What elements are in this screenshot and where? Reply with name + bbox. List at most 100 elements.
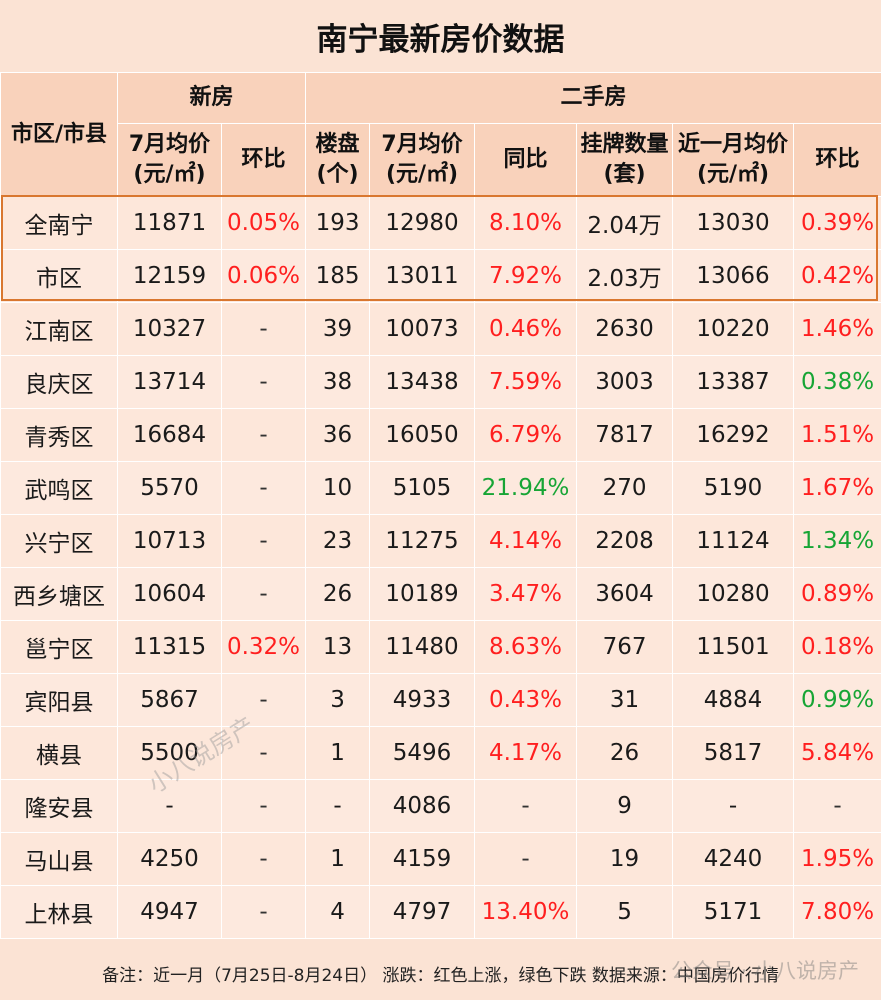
cell-sec-yoy: 21.94% [474,461,578,515]
cell-row-name: 武鸣区 [0,461,118,515]
cell-sec-price: 10073 [369,302,476,356]
table-row: 上林县 4947-4 4797 13.40% 5 5171 7.80% [0,885,881,939]
table-row: 青秀区 16684-36 16050 6.79% 7817 16292 1.51% [0,408,881,462]
cell-new-projects: 13 [305,620,371,674]
cell-sec-mom: 1.95% [793,832,881,886]
cell-sec-mom: 5.84% [793,726,881,780]
cell-new-projects: 193 [305,196,371,250]
cell-sec-price: 4159 [369,832,476,886]
cell-row-name: 宾阳县 [0,673,118,727]
table-row: 隆安县 - - -4086-9- - [0,779,881,833]
cell-sec-yoy: 4.14% [474,514,578,568]
cell-sec-price: 5496 [369,726,476,780]
table-row: 武鸣区 5570-10 5105 21.94% 270 5190 1.67% [0,461,881,515]
cell-sec-mom: 0.18% [793,620,881,674]
cell-new-mom: - [220,673,307,727]
cell-sec-recent: 4884 [672,673,795,727]
cell-new-projects: 1 [305,832,371,886]
cell-sec-price: 4933 [369,673,476,727]
cell-new-mom: - [220,567,307,621]
cell-row-name: 西乡塘区 [0,567,118,621]
cell-new-price: 11871 [117,196,222,250]
cell-sec-recent: - [672,779,795,833]
cell-sec-recent: 4240 [672,832,795,886]
cell-row-name: 全南宁 [0,196,118,250]
header-district: 市区/市县 [0,72,118,197]
cell-sec-listings: 2630 [576,302,674,356]
cell-new-projects: 26 [305,567,371,621]
cell-sec-listings: 3003 [576,355,674,409]
cell-new-mom: - [220,461,307,515]
table-row: 宾阳县 5867-3 4933 0.43% 31 4884 0.99% [0,673,881,727]
header-new-mom: 环比 [220,123,307,197]
header-sec-price: 7月均价(元/㎡) [369,123,476,197]
cell-sec-listings: 9 [576,779,674,833]
cell-sec-mom: 1.67% [793,461,881,515]
table-row: 江南区 10327-39 10073 0.46% 2630 10220 1.46% [0,302,881,356]
cell-sec-yoy: 13.40% [474,885,578,939]
header-new-price: 7月均价(元/㎡) [117,123,222,197]
cell-row-name: 邕宁区 [0,620,118,674]
cell-new-price: 16684 [117,408,222,462]
cell-sec-yoy: - [474,832,578,886]
cell-new-mom: - [220,779,307,833]
cell-sec-price: 13011 [369,249,476,303]
cell-sec-price: 4797 [369,885,476,939]
cell-new-mom: - [220,302,307,356]
cell-sec-recent: 13066 [672,249,795,303]
cell-sec-recent: 5817 [672,726,795,780]
cell-sec-yoy: 6.79% [474,408,578,462]
cell-new-mom: - [220,885,307,939]
footer-note: 备注：近一月（7月25日-8月24日） 涨跌：红色上涨，绿色下跌 数据来源：中国… [0,947,881,1000]
cell-sec-mom: 0.42% [793,249,881,303]
table-body: 全南宁 11871 0.05% 193 12980 8.10% 2.04万 13030 0.39… [0,196,881,939]
cell-new-projects: 38 [305,355,371,409]
cell-sec-listings: 7817 [576,408,674,462]
cell-sec-listings: 2.04万 [576,196,674,250]
cell-sec-yoy: 7.92% [474,249,578,303]
cell-new-projects: 39 [305,302,371,356]
cell-new-mom: - [220,408,307,462]
cell-row-name: 江南区 [0,302,118,356]
cell-sec-price: 13438 [369,355,476,409]
cell-new-price: 4250 [117,832,222,886]
cell-new-mom: - [220,514,307,568]
watermark-bottom: 公众号 · 小八说房产 [670,959,859,983]
cell-sec-price: 11480 [369,620,476,674]
cell-row-name: 良庆区 [0,355,118,409]
cell-sec-mom: 1.51% [793,408,881,462]
cell-new-projects: 10 [305,461,371,515]
cell-sec-price: 12980 [369,196,476,250]
cell-sec-yoy: 0.46% [474,302,578,356]
cell-new-projects: 185 [305,249,371,303]
cell-new-mom: 0.05% [220,196,307,250]
cell-sec-yoy: 0.43% [474,673,578,727]
price-table: 市区/市县 新房 二手房 7月均价(元/㎡) 环比 楼盘(个) 7月均价(元/㎡… [0,72,881,939]
cell-new-price: 5570 [117,461,222,515]
cell-sec-price: 5105 [369,461,476,515]
cell-sec-listings: 2208 [576,514,674,568]
cell-sec-mom: 0.39% [793,196,881,250]
cell-new-projects: 4 [305,885,371,939]
cell-sec-yoy: - [474,779,578,833]
cell-new-price: 10327 [117,302,222,356]
cell-sec-mom: - [793,779,881,833]
header-sec-listings: 挂牌数量(套) [576,123,674,197]
table-row: 横县 5500-1 5496 4.17% 26 5817 5.84% [0,726,881,780]
cell-sec-price: 4086 [369,779,476,833]
cell-sec-listings: 2.03万 [576,249,674,303]
header-sec-mom: 环比 [793,123,881,197]
cell-sec-listings: 26 [576,726,674,780]
header-second-group: 二手房 [305,72,881,124]
cell-new-mom: 0.32% [220,620,307,674]
cell-new-mom: - [220,355,307,409]
cell-new-projects: 23 [305,514,371,568]
cell-row-name: 隆安县 [0,779,118,833]
table-row: 兴宁区 10713-23 11275 4.14% 2208 11124 1.34% [0,514,881,568]
cell-sec-recent: 13030 [672,196,795,250]
cell-sec-yoy: 8.10% [474,196,578,250]
cell-sec-listings: 19 [576,832,674,886]
cell-new-projects: 3 [305,673,371,727]
cell-row-name: 青秀区 [0,408,118,462]
cell-new-projects: 36 [305,408,371,462]
